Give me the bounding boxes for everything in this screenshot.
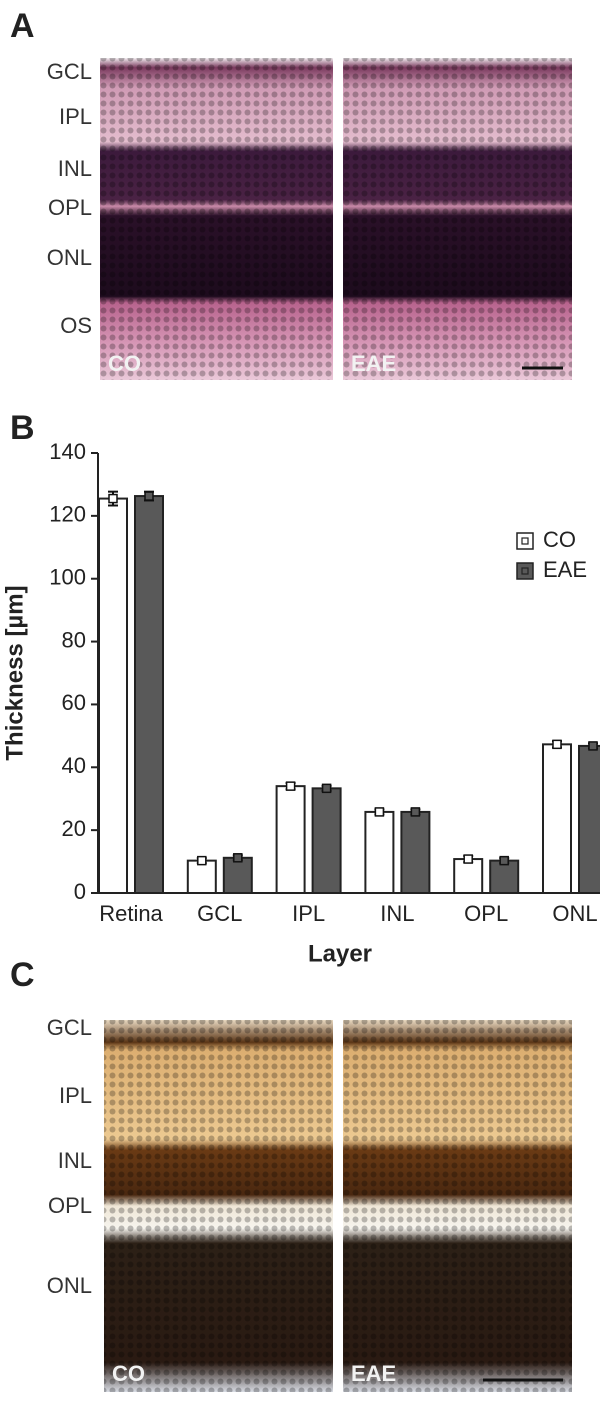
mean-marker bbox=[499, 855, 509, 866]
mean-marker bbox=[285, 781, 296, 791]
cell-texture bbox=[104, 1020, 333, 1392]
panel-letter: B bbox=[10, 409, 35, 447]
image-label: EAE bbox=[351, 1361, 396, 1386]
bar bbox=[453, 858, 484, 894]
bar bbox=[275, 785, 306, 895]
error-bar bbox=[196, 855, 207, 866]
x-tick-label: IPL bbox=[292, 901, 325, 926]
bar bbox=[489, 859, 520, 895]
mean-marker bbox=[374, 807, 385, 817]
bar bbox=[578, 744, 600, 895]
y-axis-title: Thickness [µm] bbox=[1, 585, 28, 760]
layer-label: GCL bbox=[47, 1015, 92, 1040]
x-tick-label: GCL bbox=[197, 901, 242, 926]
mean-marker bbox=[233, 853, 243, 863]
legend-label: EAE bbox=[543, 557, 587, 582]
y-tick-label: 120 bbox=[49, 502, 86, 527]
error-bar bbox=[552, 739, 562, 750]
error-bar bbox=[108, 490, 118, 507]
y-tick-label: 80 bbox=[62, 627, 86, 652]
image-label: EAE bbox=[351, 351, 396, 376]
bar bbox=[98, 497, 128, 894]
image-label: CO bbox=[112, 1361, 145, 1386]
bar bbox=[311, 787, 342, 894]
x-axis-title: Layer bbox=[308, 940, 372, 967]
bar bbox=[364, 810, 395, 895]
legend-swatch bbox=[516, 562, 534, 580]
mean-marker bbox=[197, 855, 207, 866]
mean-marker bbox=[321, 783, 332, 794]
layer-label: INL bbox=[58, 156, 92, 181]
error-bar bbox=[285, 781, 296, 791]
layer-label: ONL bbox=[47, 1273, 92, 1298]
cell-texture bbox=[100, 58, 333, 380]
layer-label: IPL bbox=[59, 1083, 92, 1108]
layer-label: OPL bbox=[48, 1193, 92, 1218]
error-bar bbox=[463, 854, 474, 864]
error-bar bbox=[232, 853, 243, 863]
legend-swatch bbox=[516, 532, 534, 550]
legend-swatch-inner bbox=[521, 567, 529, 575]
layer-label: IPL bbox=[59, 104, 92, 129]
mean-marker bbox=[410, 807, 421, 817]
layer-label: OS bbox=[60, 313, 92, 338]
error-bar bbox=[588, 741, 598, 751]
bar bbox=[186, 859, 217, 895]
y-tick-label: 140 bbox=[49, 439, 86, 464]
layer-label: ONL bbox=[47, 245, 92, 270]
cell-texture bbox=[343, 58, 572, 380]
layer-label: OPL bbox=[48, 195, 92, 220]
y-tick-label: 100 bbox=[49, 565, 86, 590]
error-bar bbox=[374, 807, 385, 817]
y-tick-label: 40 bbox=[62, 753, 86, 778]
x-tick-label: OPL bbox=[464, 901, 508, 926]
legend-swatch-inner bbox=[521, 537, 529, 545]
error-bar bbox=[321, 783, 332, 794]
y-tick-label: 60 bbox=[62, 690, 86, 715]
y-tick-label: 20 bbox=[62, 816, 86, 841]
bar bbox=[134, 495, 164, 894]
image-label: CO bbox=[108, 351, 141, 376]
bar bbox=[400, 810, 431, 895]
cell-texture bbox=[343, 1020, 572, 1392]
layer-label: GCL bbox=[47, 59, 92, 84]
mean-marker bbox=[463, 854, 473, 864]
panel-letter: C bbox=[10, 956, 35, 994]
x-tick-label: Retina bbox=[99, 901, 163, 926]
panel-letter: A bbox=[10, 7, 35, 45]
y-tick-label: 0 bbox=[74, 879, 86, 904]
bar bbox=[222, 856, 253, 894]
error-bar bbox=[410, 807, 421, 817]
legend-label: CO bbox=[543, 527, 576, 552]
bar bbox=[542, 743, 572, 894]
mean-marker bbox=[552, 739, 562, 750]
error-bar bbox=[144, 490, 154, 502]
mean-marker bbox=[108, 493, 118, 504]
x-tick-label: INL bbox=[380, 901, 414, 926]
mean-marker bbox=[588, 741, 598, 751]
mean-marker bbox=[144, 491, 154, 501]
layer-label: INL bbox=[58, 1148, 92, 1173]
error-bar bbox=[499, 855, 510, 866]
x-tick-label: ONL bbox=[552, 901, 597, 926]
